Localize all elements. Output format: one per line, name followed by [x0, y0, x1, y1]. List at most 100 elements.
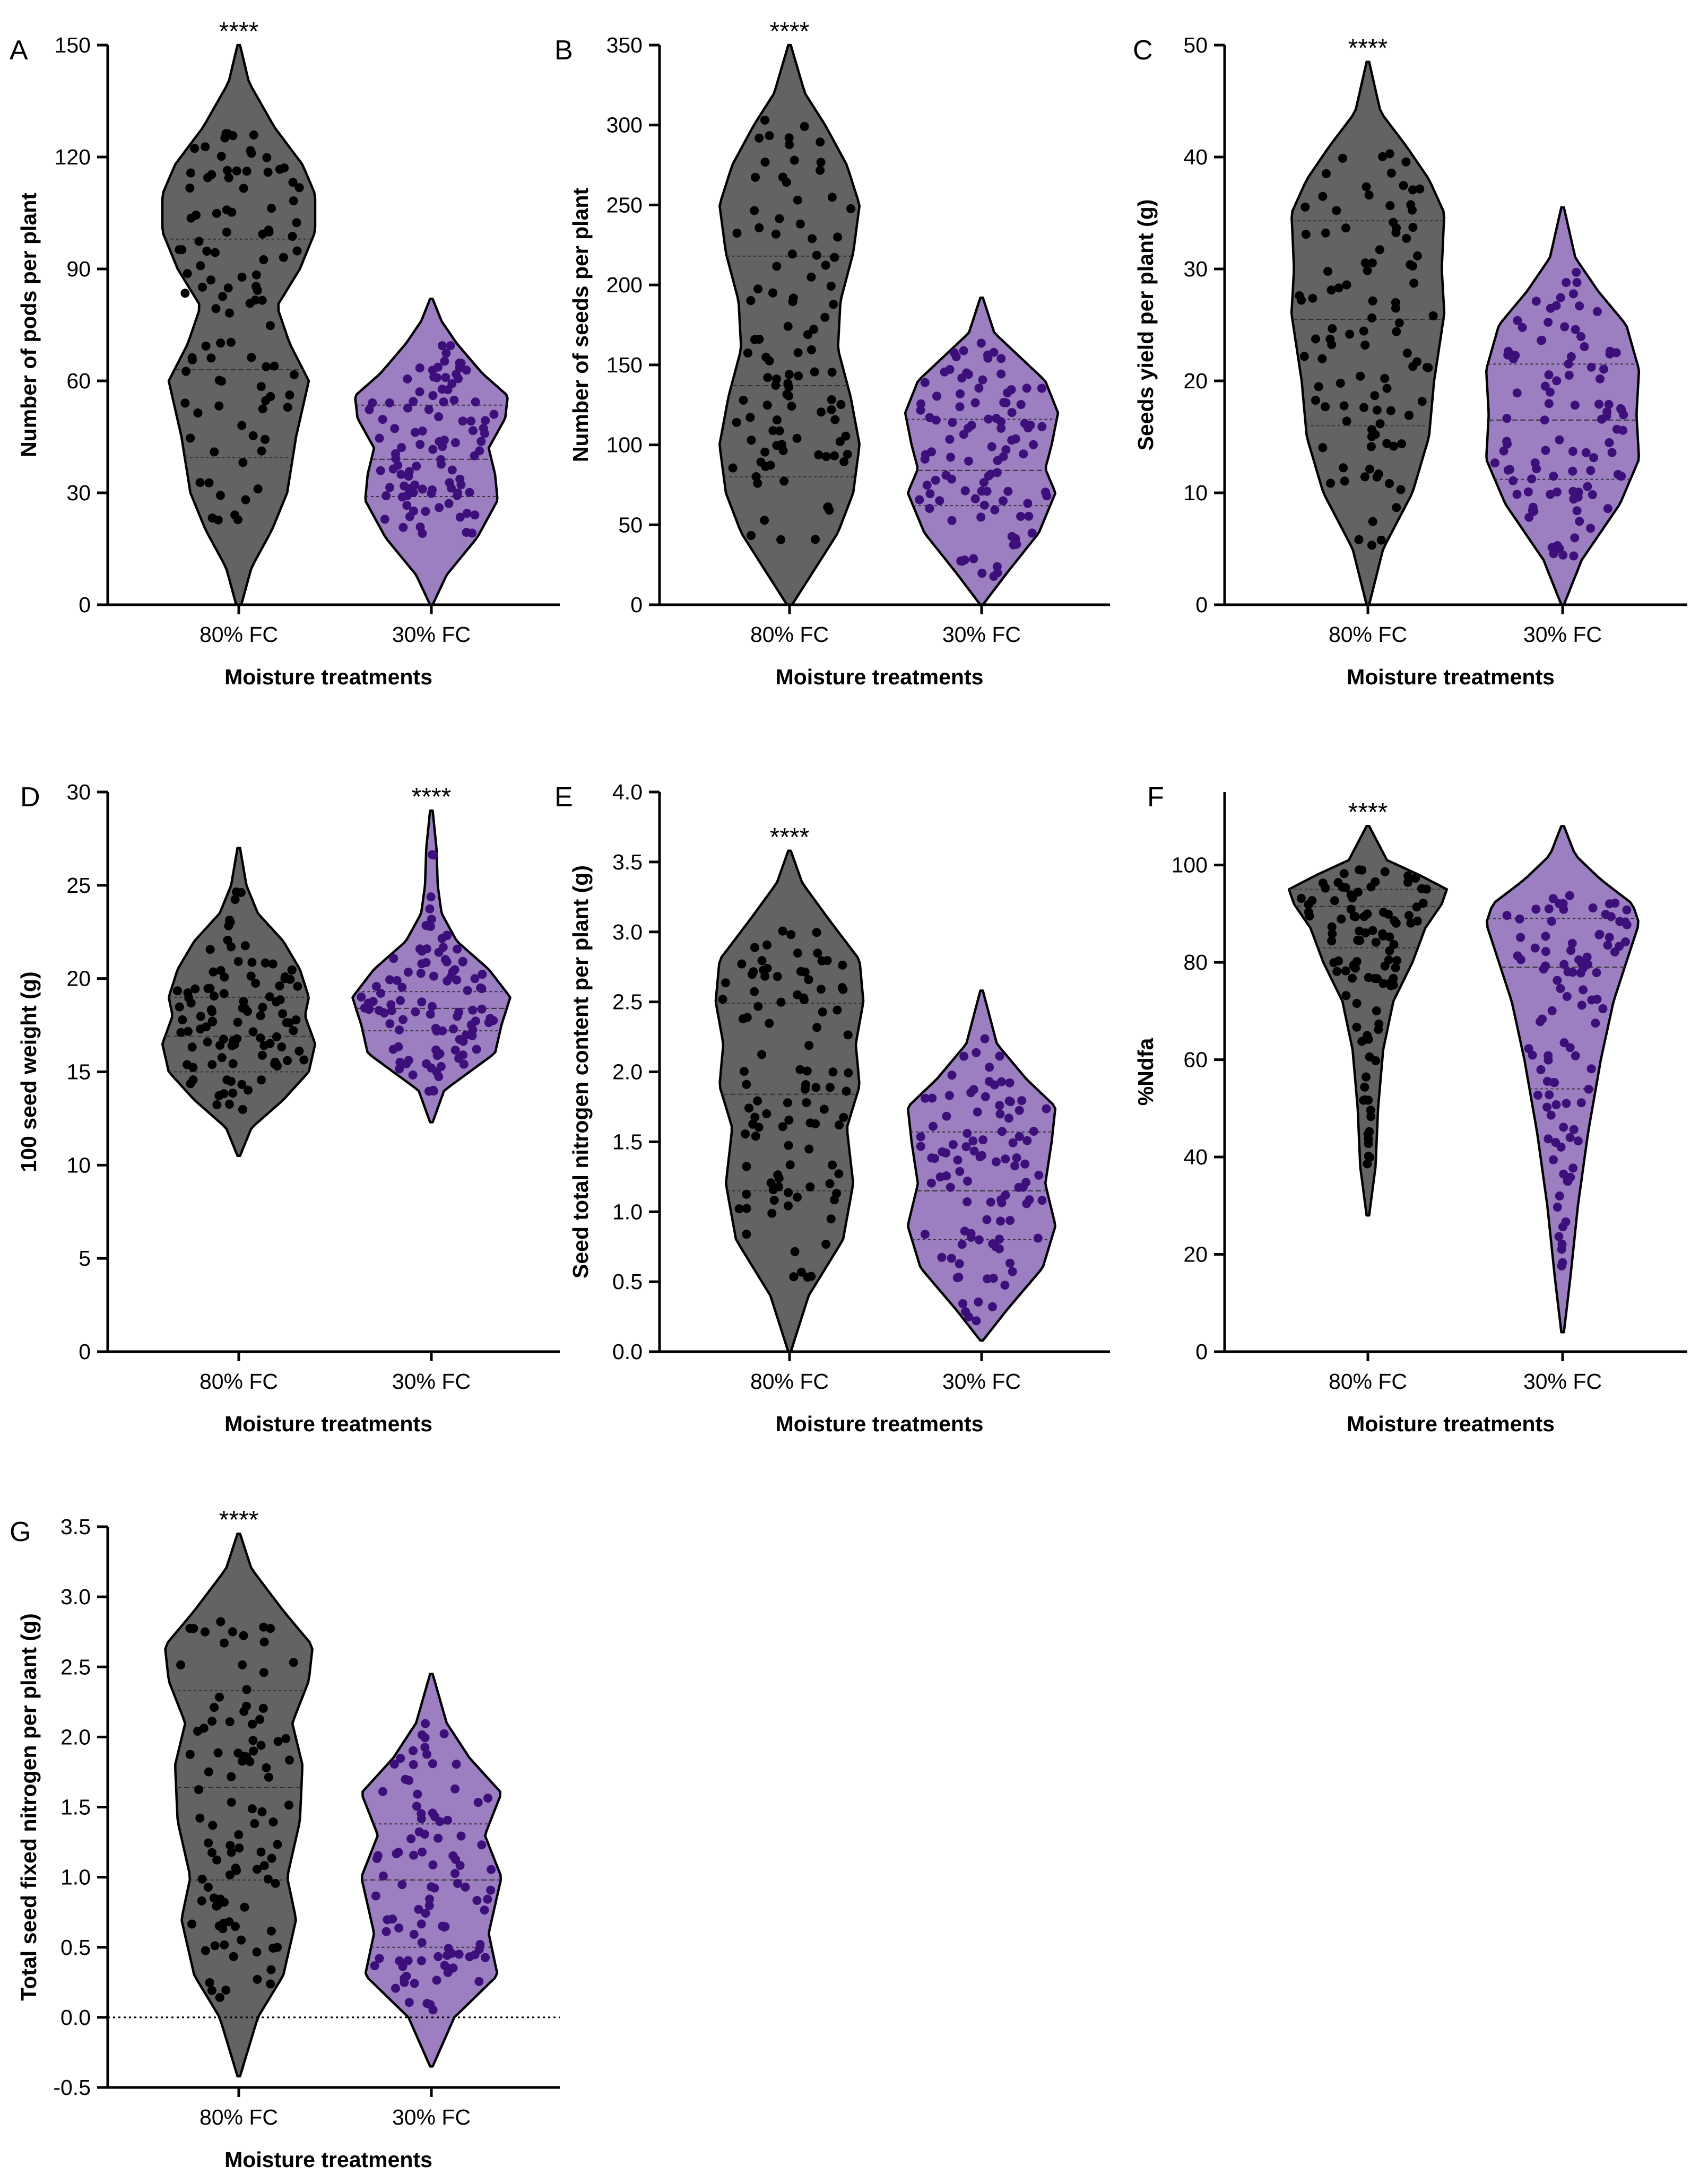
- data-point: [409, 1929, 419, 1939]
- data-point: [203, 1883, 213, 1892]
- data-point: [1408, 262, 1417, 271]
- data-point: [1354, 535, 1364, 544]
- data-point: [237, 1756, 247, 1766]
- data-point: [285, 1755, 294, 1765]
- data-point: [1560, 322, 1570, 332]
- data-point: [396, 469, 406, 479]
- data-point: [760, 447, 770, 457]
- data-point: [409, 1850, 418, 1860]
- data-point: [1317, 354, 1327, 363]
- y-tick-label: 40: [1183, 145, 1208, 169]
- data-point: [1327, 922, 1337, 932]
- data-point: [267, 1854, 276, 1863]
- data-point: [216, 965, 226, 975]
- data-point: [207, 1060, 217, 1069]
- data-point: [401, 1774, 410, 1784]
- data-point: [476, 437, 486, 446]
- data-point: [784, 391, 793, 401]
- y-tick-label: 2.5: [60, 1655, 91, 1679]
- data-point: [1417, 397, 1427, 406]
- data-point: [767, 1208, 777, 1218]
- data-point: [1546, 490, 1555, 499]
- data-point: [1001, 398, 1011, 407]
- data-point: [1576, 1098, 1586, 1108]
- data-point: [225, 916, 235, 925]
- data-point: [771, 380, 781, 390]
- data-point: [1544, 1055, 1553, 1065]
- x-axis-title: Moisture treatments: [776, 1412, 984, 1436]
- data-point: [444, 1944, 453, 1953]
- data-point: [452, 369, 461, 379]
- data-point: [1334, 956, 1343, 965]
- data-point: [784, 1116, 794, 1125]
- data-point: [825, 506, 834, 515]
- data-point: [292, 246, 302, 256]
- data-point: [1328, 324, 1337, 333]
- data-point: [1536, 1065, 1546, 1074]
- data-point: [421, 1719, 430, 1728]
- data-point: [187, 1042, 197, 1052]
- data-point: [916, 1132, 925, 1142]
- data-point: [220, 1638, 229, 1648]
- data-point: [256, 1847, 266, 1857]
- data-point: [992, 1157, 1001, 1167]
- data-point: [431, 1045, 441, 1055]
- data-point: [288, 178, 298, 187]
- data-point: [811, 1119, 820, 1128]
- data-point: [953, 1155, 963, 1165]
- data-point: [443, 1968, 453, 1977]
- data-point: [773, 1170, 783, 1180]
- data-point: [997, 1077, 1006, 1086]
- data-point: [238, 1105, 247, 1114]
- x-axis-title: Moisture treatments: [224, 2147, 432, 2172]
- data-point: [455, 1034, 464, 1044]
- data-point: [1545, 1090, 1554, 1100]
- data-point: [1546, 1110, 1556, 1120]
- data-point: [403, 1956, 413, 1965]
- data-point: [790, 1247, 800, 1256]
- data-point: [985, 1063, 994, 1072]
- data-point: [447, 465, 457, 475]
- data-point: [404, 467, 414, 476]
- data-point: [1547, 917, 1556, 926]
- data-point: [1366, 1106, 1375, 1115]
- data-point: [959, 346, 968, 355]
- data-point: [1586, 362, 1596, 372]
- data-point: [385, 483, 395, 492]
- data-point: [428, 1002, 437, 1011]
- data-point: [210, 447, 219, 457]
- x-tick-label: 80% FC: [750, 622, 829, 647]
- data-point: [275, 164, 284, 174]
- data-point: [1389, 441, 1398, 451]
- data-point: [220, 972, 229, 982]
- data-point: [1360, 1095, 1369, 1104]
- data-point: [247, 1804, 257, 1814]
- data-point: [765, 131, 774, 141]
- data-point: [289, 196, 298, 206]
- data-point: [1352, 999, 1362, 1008]
- data-point: [212, 208, 221, 218]
- data-point: [1357, 1037, 1367, 1046]
- data-point: [743, 349, 752, 358]
- data-point: [802, 1098, 811, 1107]
- data-point: [768, 288, 777, 298]
- data-point: [1372, 472, 1382, 482]
- data-point: [259, 255, 268, 264]
- data-point: [185, 184, 195, 193]
- data-point: [1367, 313, 1377, 323]
- data-point: [1563, 1177, 1573, 1186]
- data-point: [745, 413, 755, 422]
- data-point: [1412, 251, 1422, 260]
- data-point: [1386, 406, 1395, 415]
- data-point: [1539, 964, 1548, 974]
- panel-a: A 0 30 60 90 120 150 80% FC 30% FC Moisture treat…: [10, 18, 560, 689]
- data-point: [1378, 152, 1388, 161]
- data-point: [803, 1273, 812, 1282]
- data-point: [983, 1274, 992, 1284]
- data-point: [207, 1986, 216, 1995]
- data-point: [411, 1007, 420, 1016]
- data-point: [1301, 230, 1311, 239]
- data-point: [409, 506, 418, 516]
- data-point: [1559, 1038, 1569, 1048]
- y-tick-label: 20: [1183, 369, 1208, 393]
